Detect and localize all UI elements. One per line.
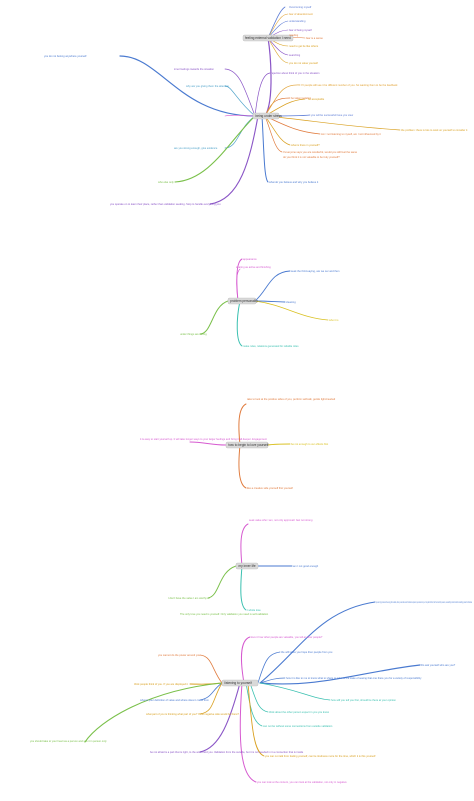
map-love-yourself: how to begin to love yourself take to lo… bbox=[140, 397, 336, 490]
leaf: Do ask yourself who are you? bbox=[421, 663, 456, 667]
central-label-map3: how to begin to love yourself bbox=[228, 443, 269, 447]
leaf: you can look at the content, you can loo… bbox=[257, 780, 347, 784]
leaf: fear of being myself bbox=[289, 28, 312, 32]
leaf: why are you giving them the attention bbox=[186, 84, 230, 88]
leaf: I don't have the value I am worthy of bbox=[168, 596, 210, 600]
map-inner-life: my inner life seek value who I am, not o… bbox=[168, 518, 319, 616]
leaf: seek the third-saying, are we our and th… bbox=[291, 269, 340, 273]
leaf: If I people will see it be different num… bbox=[301, 83, 398, 87]
leaf: think people think of you. If you are di… bbox=[134, 682, 188, 686]
central-node-map5: listening to yourself bbox=[221, 679, 259, 687]
leaf: you can not talk from feeling yourself, … bbox=[265, 754, 376, 758]
leaf: be acceptable bbox=[308, 97, 325, 101]
leaf: love it how other people are valuable, y… bbox=[251, 635, 323, 639]
leaf: you are trying to source the energy from… bbox=[376, 600, 472, 604]
central-label-map5: listening to yourself bbox=[225, 681, 252, 685]
leaf: make rules, relations generated for reli… bbox=[243, 344, 299, 348]
leaf: do you think it is not valuable to be tr… bbox=[283, 155, 340, 159]
leaf: be not afraid is a part that is right, t… bbox=[150, 750, 304, 754]
leaf: the will takes you hope then people from… bbox=[281, 650, 333, 654]
leaf: it is easy to start yourself up. It will… bbox=[140, 437, 267, 441]
leaf: what part of you is thinking what part o… bbox=[146, 712, 240, 716]
leaf: you operate on to learn their place, rat… bbox=[110, 202, 221, 206]
map-problem-personality: problem personality appearance sharing a… bbox=[180, 257, 340, 348]
leaf: am I not good enough bbox=[293, 564, 319, 568]
leaf: you do not value yourself bbox=[289, 61, 318, 65]
leaf: seek value who I am, not only approval I… bbox=[249, 518, 313, 522]
leaf: cleaning bbox=[286, 300, 296, 304]
leaf: I whole lose bbox=[247, 608, 261, 612]
map-being-under-stress: feeling external validation I need being… bbox=[44, 5, 468, 206]
leaf: you cannot do the power around you bbox=[158, 653, 201, 657]
leaf: you do not belong anywhere yourself bbox=[44, 54, 87, 58]
leaf: fear of abandonment bbox=[289, 12, 313, 16]
leaf: who it is bbox=[329, 318, 339, 322]
leaf: what is your definition of value and whe… bbox=[140, 698, 209, 702]
leaf: Am I not listening to myself, am I not i… bbox=[321, 132, 381, 136]
central-node-map3: how to begin to love yourself bbox=[225, 441, 269, 449]
leaf: what is there in yourself? bbox=[291, 143, 320, 147]
leaf: take to look at the positive sides of yo… bbox=[247, 397, 336, 401]
central-label-map4: my inner life bbox=[239, 564, 256, 568]
map-listening: listening to yourself love it how other … bbox=[30, 600, 472, 784]
central-node-map4: my inner life bbox=[235, 562, 259, 570]
leaf: appearance bbox=[243, 257, 257, 261]
leaf: under things are strong bbox=[180, 332, 207, 336]
leaf: sharing as active and finishing bbox=[236, 265, 271, 269]
leaf: be taken isolation bbox=[291, 96, 312, 100]
leaf: need to get be like others bbox=[289, 44, 319, 48]
subcentral-label: feeling external validation I need bbox=[245, 36, 291, 40]
central-node-map1: being under stress bbox=[252, 112, 283, 120]
leaf: like a creative side yourself first your… bbox=[247, 486, 293, 490]
leaf: you will be successful have you view bbox=[311, 113, 353, 117]
leaf: you should take to your heart as a perso… bbox=[30, 739, 107, 743]
leaf: Overcoming myself bbox=[289, 5, 311, 9]
central-label-map2: problem personality bbox=[230, 299, 258, 303]
central-node-map2: problem personality bbox=[227, 297, 258, 305]
leaf: fear is a sense bbox=[306, 36, 323, 40]
leaf: the problem: there is lots to work on yo… bbox=[401, 128, 468, 132]
central-label-map1: being under stress bbox=[256, 114, 283, 118]
leaf: can not be without some connections from… bbox=[263, 724, 333, 728]
leaf: how will you tell you first, should be t… bbox=[331, 698, 396, 702]
leaf: searching bbox=[289, 53, 301, 57]
leaf: inner feelings towards the situation bbox=[174, 67, 214, 71]
leaf: be not enough to our effects first bbox=[291, 442, 328, 446]
leaf: are you strong enough, give evidence bbox=[174, 146, 218, 150]
leaf: who else only bbox=[158, 180, 174, 184]
leaf: how it is like to me to know what to sha… bbox=[286, 676, 422, 680]
leaf: rejection about think of you in the situ… bbox=[271, 71, 320, 75]
leaf: needing bbox=[289, 33, 299, 37]
subcentral-node: feeling external validation I need bbox=[242, 34, 294, 42]
leaf: understanding bbox=[289, 19, 306, 23]
leaf: think about the other person expect in y… bbox=[269, 710, 329, 714]
leaf: what do you believe and why you believe … bbox=[269, 180, 318, 184]
leaf: The only love you need is yourself. Only… bbox=[180, 612, 269, 616]
leaf: If everyone says you are wonderful, woul… bbox=[283, 150, 358, 154]
